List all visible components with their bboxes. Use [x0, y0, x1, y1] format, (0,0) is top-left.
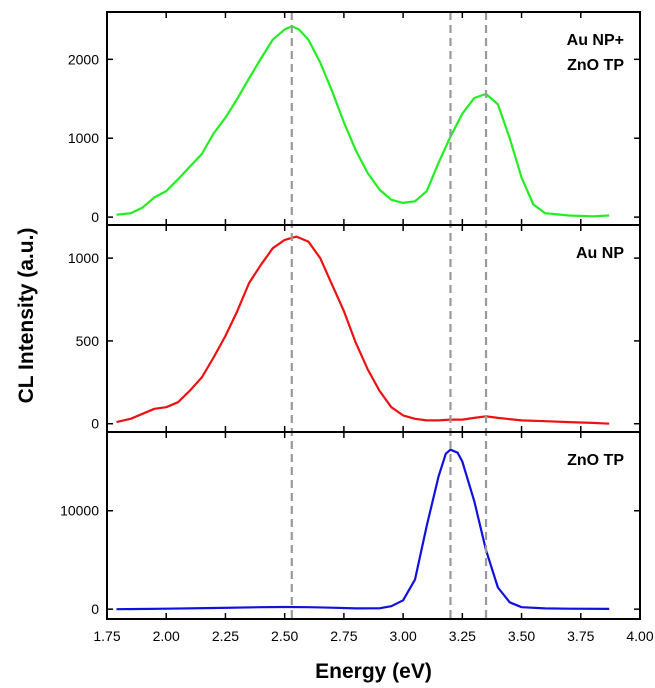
- x-tick-label: 3.75: [567, 628, 594, 644]
- y-tick-label: 0: [91, 416, 99, 432]
- panel-label: Au NP+: [567, 32, 624, 49]
- y-tick-label: 500: [76, 333, 100, 349]
- series-line-1-1: [116, 25, 610, 218]
- x-tick-label: 3.00: [389, 628, 416, 644]
- series-line-2-1: [116, 235, 610, 425]
- panel-frame: [106, 11, 641, 226]
- panel-3: 0 10000 ZnO TP: [60, 432, 641, 619]
- y-axis-title: CL Intensity (a.u.): [15, 228, 38, 404]
- x-tick-label: 3.25: [449, 628, 476, 644]
- panel-2: 0 500 1000 Au NP: [68, 225, 641, 432]
- y-tick-label: 10000: [60, 503, 99, 519]
- y-tick-label: 1000: [68, 130, 99, 146]
- y-tick-label: 0: [91, 601, 99, 617]
- panel-label: ZnO TP: [567, 452, 624, 469]
- panel-label: Au NP: [576, 245, 624, 262]
- x-axis-title: Energy (eV): [315, 660, 432, 683]
- x-tick-label: 2.00: [153, 628, 180, 644]
- x-tick-label: 4.00: [626, 628, 653, 644]
- panel-frame: [106, 224, 641, 433]
- x-tick-label: 2.75: [330, 628, 357, 644]
- x-tick-label: 2.50: [271, 628, 298, 644]
- panel-1: 0 1000 2000 Au NP+ ZnO TP: [68, 12, 641, 225]
- x-tick-label: 3.50: [508, 628, 535, 644]
- x-tick-label: 2.25: [212, 628, 239, 644]
- y-tick-label: 1000: [68, 250, 99, 266]
- x-tick-label: 1.75: [93, 628, 120, 644]
- y-tick-label: 0: [91, 209, 99, 225]
- panel-frame: [106, 431, 641, 620]
- panel-label: ZnO TP: [567, 57, 624, 74]
- y-tick-label: 2000: [68, 51, 99, 67]
- series-line-3-1: [116, 448, 610, 611]
